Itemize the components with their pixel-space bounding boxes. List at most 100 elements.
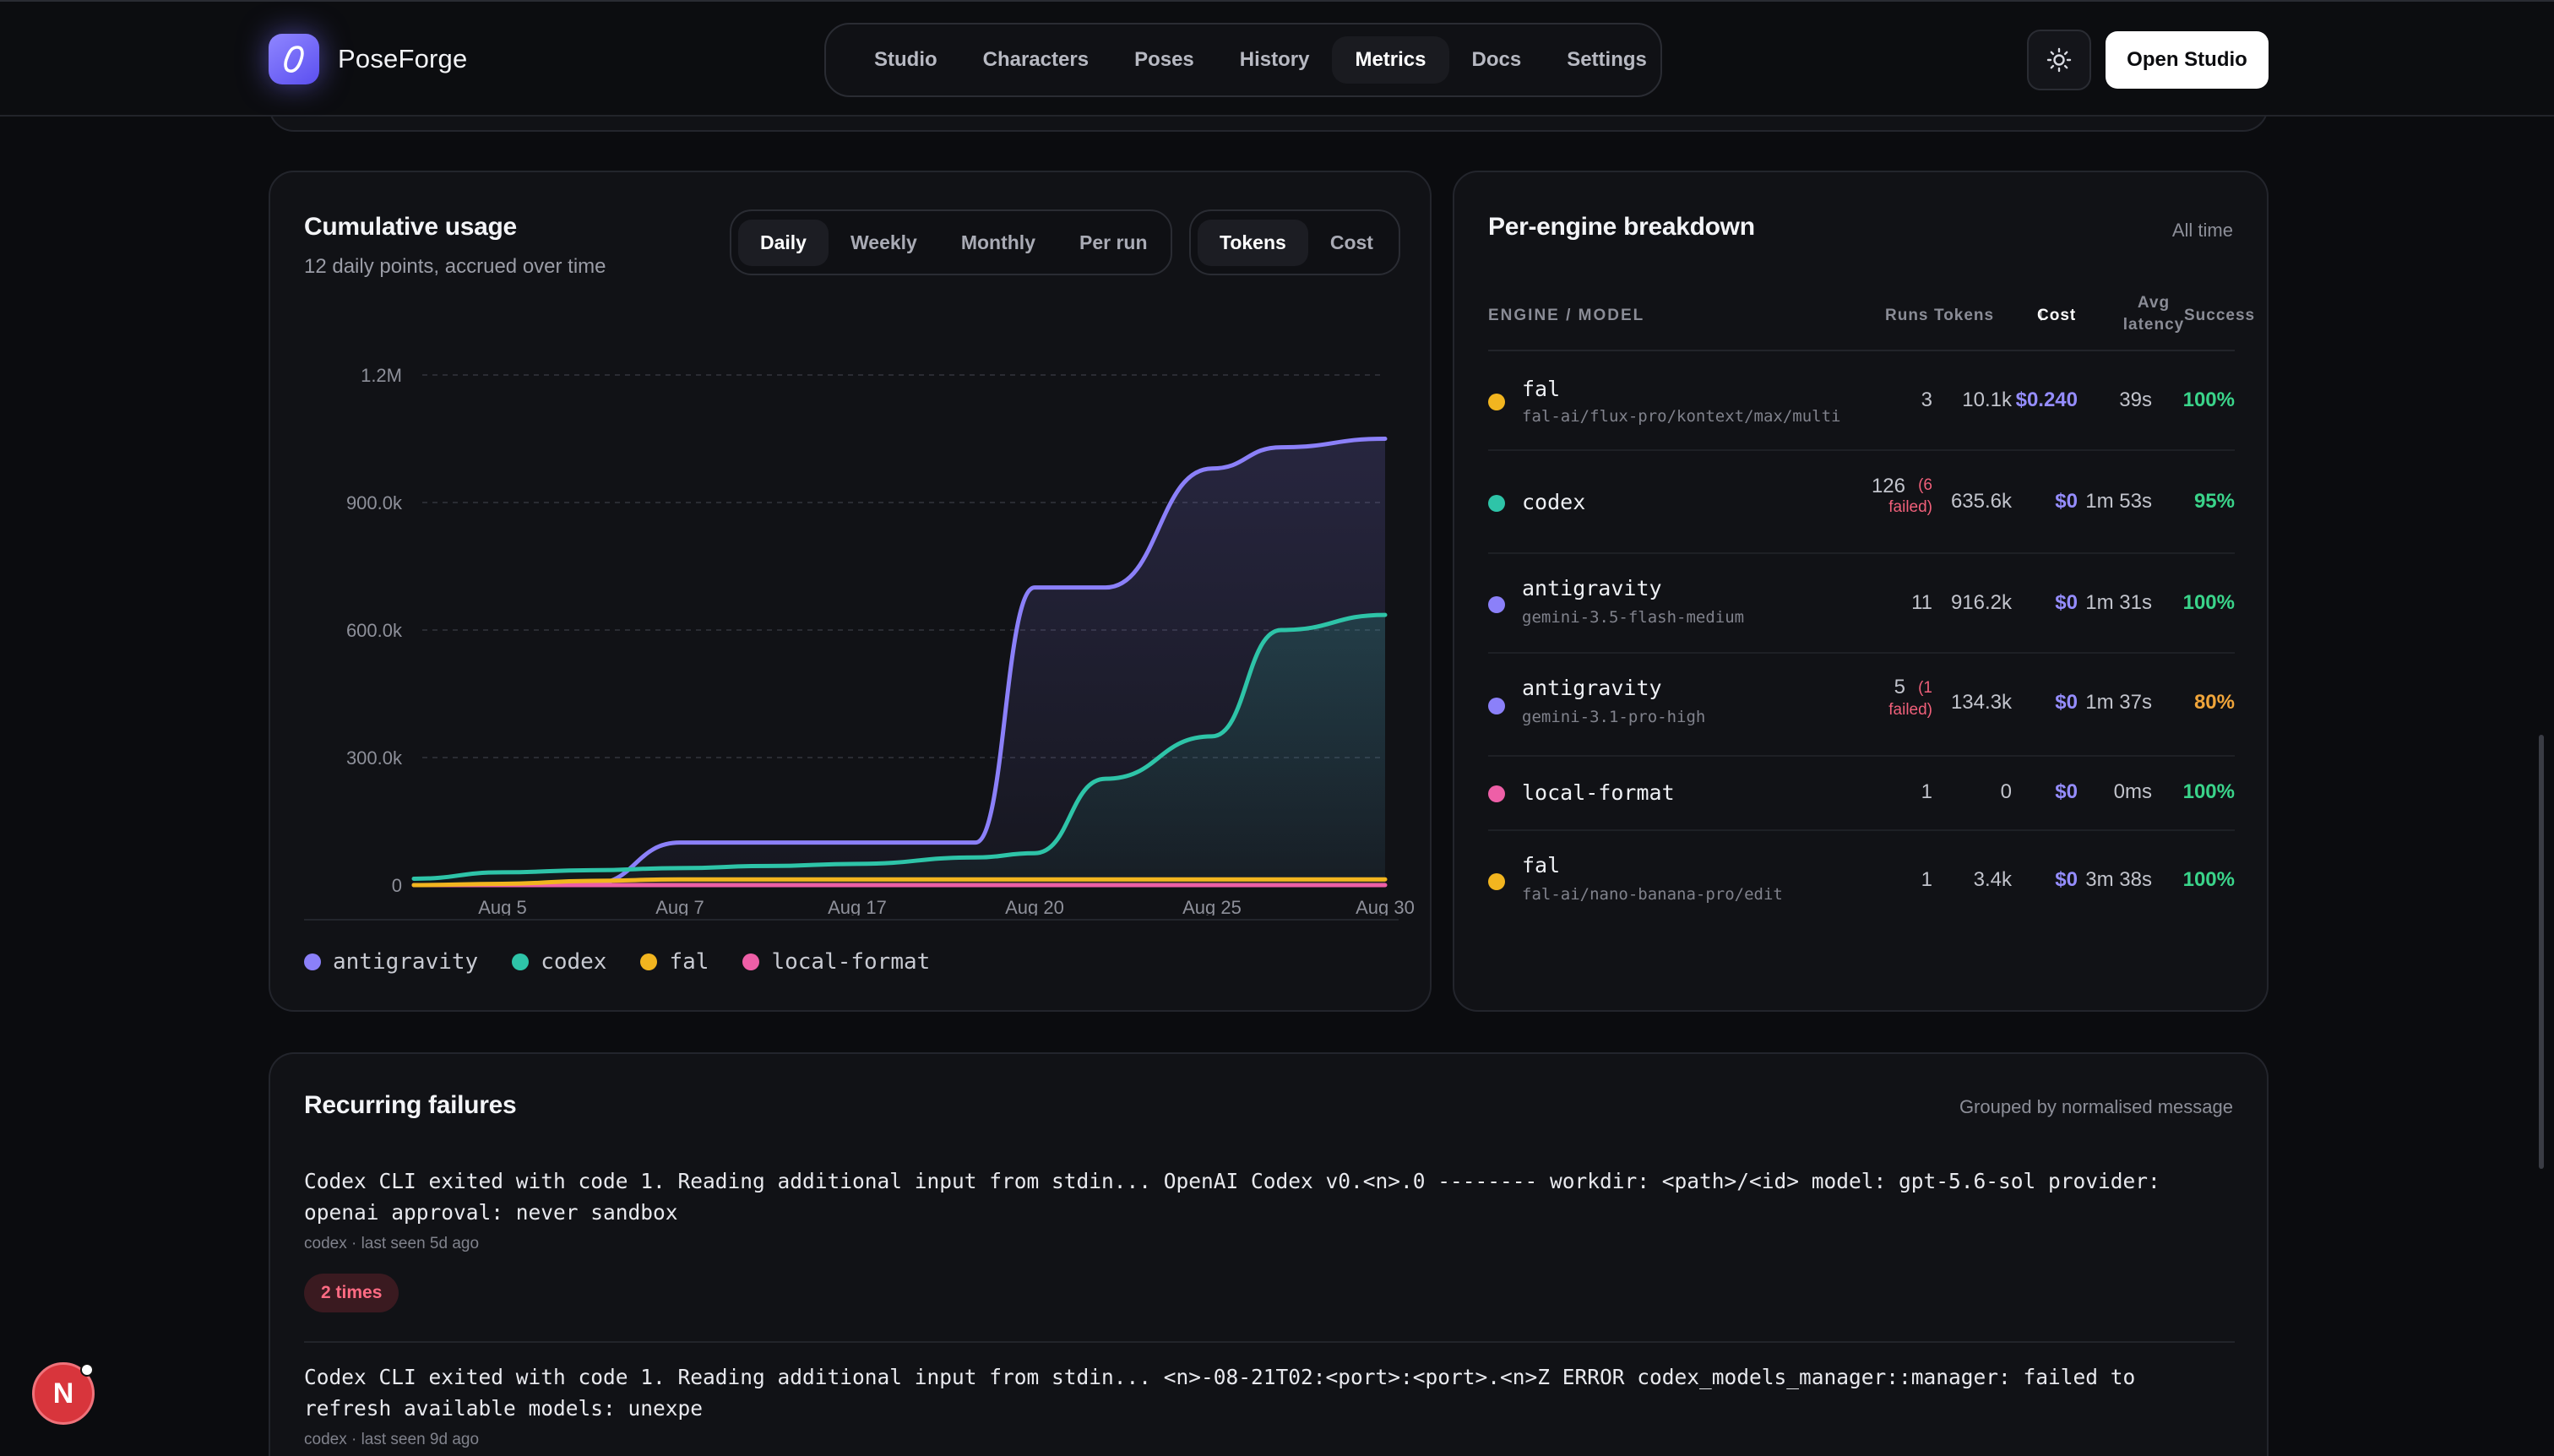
engine-dot-icon bbox=[1488, 596, 1505, 613]
col-tokens[interactable]: Tokens bbox=[1934, 307, 1995, 324]
engine-dot-icon bbox=[1488, 785, 1505, 802]
nav-studio[interactable]: Studio bbox=[874, 48, 937, 71]
failure-meta: codex · last seen 9d ago bbox=[304, 1431, 480, 1448]
tokens-value: 916.2k bbox=[1950, 591, 2012, 614]
chart-legend: antigravity codex fal local-format bbox=[304, 919, 1399, 975]
success-value: 100% bbox=[2182, 868, 2235, 891]
series-area-codex bbox=[414, 615, 1385, 885]
metric-cost-tab[interactable]: Cost bbox=[1329, 231, 1373, 253]
x-tick-label: Aug 7 bbox=[655, 897, 704, 915]
tokens-value: 10.1k bbox=[1962, 388, 2012, 411]
x-tick-label: Aug 30 bbox=[1356, 897, 1415, 915]
engine-name: antigravity bbox=[1522, 576, 1662, 600]
legend-dot-icon bbox=[512, 953, 530, 970]
legend-label: codex bbox=[541, 949, 607, 975]
engine-name: local-format bbox=[1522, 780, 1675, 805]
col-engine[interactable]: ENGINE / MODEL bbox=[1488, 307, 1645, 324]
range-toggle: Daily Weekly Monthly Per run bbox=[730, 209, 1172, 275]
cost-value: $0 bbox=[2055, 868, 2078, 891]
theme-toggle-button[interactable] bbox=[2027, 30, 2091, 90]
page-scrollbar[interactable] bbox=[2539, 735, 2544, 1169]
success-value: 100% bbox=[2182, 591, 2235, 614]
col-runs[interactable]: Runs bbox=[1885, 307, 1929, 324]
tokens-value: 134.3k bbox=[1950, 691, 2012, 714]
usage-title: Cumulative usage bbox=[304, 213, 517, 241]
range-monthly-tab[interactable]: Monthly bbox=[960, 231, 1035, 253]
metric-toggle: Tokens Cost bbox=[1189, 209, 1400, 275]
nav-history[interactable]: History bbox=[1239, 48, 1310, 71]
legend-codex[interactable]: codex bbox=[512, 949, 606, 975]
success-value: 100% bbox=[2182, 388, 2235, 411]
engine-model: fal-ai/flux-pro/kontext/max/multi bbox=[1522, 407, 1841, 426]
brand[interactable]: PoseForge bbox=[269, 34, 467, 84]
engine-name: codex bbox=[1522, 490, 1586, 514]
runs-value: 126 bbox=[1871, 475, 1905, 497]
engine-dot-icon bbox=[1488, 394, 1505, 410]
failure-item[interactable]: Codex CLI exited with code 1. Reading ad… bbox=[304, 1361, 2235, 1449]
success-value: 80% bbox=[2193, 691, 2235, 714]
x-tick-label: Aug 17 bbox=[828, 897, 887, 915]
col-latency[interactable]: Avg latency bbox=[2122, 294, 2185, 334]
legend-antigravity[interactable]: antigravity bbox=[304, 949, 478, 975]
x-tick-label: Aug 20 bbox=[1005, 897, 1064, 915]
nav-docs[interactable]: Docs bbox=[1471, 48, 1522, 71]
usage-subtitle: 12 daily points, accrued over time bbox=[304, 255, 606, 278]
breakdown-range-note: All time bbox=[2171, 220, 2233, 241]
series-line-fal bbox=[411, 877, 1388, 888]
runs-value: 1 bbox=[1921, 780, 1932, 803]
breakdown-row[interactable]: fal fal-ai/nano-banana-pro/edit 1 3.4k $… bbox=[1488, 831, 2235, 931]
nav-poses[interactable]: Poses bbox=[1134, 48, 1194, 71]
y-tick-label: 300.0k bbox=[346, 747, 403, 769]
failure-item[interactable]: Codex CLI exited with code 1. Reading ad… bbox=[304, 1165, 2235, 1312]
breakdown-row[interactable]: codex 126 (6 failed) 635.6k $0 1m 53s 95… bbox=[1488, 451, 2235, 554]
y-tick-label: 0 bbox=[392, 875, 402, 896]
runs-value: 5 bbox=[1894, 676, 1905, 698]
cost-value: $0 bbox=[2055, 780, 2078, 803]
col-cost-label: Cost bbox=[2037, 307, 2077, 324]
legend-fal[interactable]: fal bbox=[640, 949, 709, 975]
breakdown-header-row: ENGINE / MODEL Runs Tokens Cost ↓ Avg la… bbox=[1488, 280, 2254, 351]
range-weekly-tab[interactable]: Weekly bbox=[850, 231, 917, 253]
col-success[interactable]: Success bbox=[2184, 307, 2256, 324]
range-daily-tab[interactable]: Daily bbox=[738, 219, 829, 266]
failure-message: Codex CLI exited with code 1. Reading ad… bbox=[304, 1169, 2160, 1225]
engine-dot-icon bbox=[1488, 873, 1505, 890]
tokens-value: 0 bbox=[2000, 780, 2012, 803]
nav-settings[interactable]: Settings bbox=[1567, 48, 1647, 71]
app-logo-icon bbox=[269, 34, 319, 84]
legend-dot-icon bbox=[640, 953, 658, 970]
latency-value: 1m 37s bbox=[2085, 691, 2152, 714]
sort-desc-icon: ↓ bbox=[2037, 307, 2046, 324]
failure-count-badge: 2 times bbox=[304, 1274, 399, 1312]
tokens-value: 3.4k bbox=[1973, 868, 2012, 891]
legend-label: antigravity bbox=[333, 949, 479, 975]
failure-message: Codex CLI exited with code 1. Reading ad… bbox=[304, 1365, 2136, 1421]
notification-dot-icon bbox=[80, 1363, 94, 1377]
breakdown-row[interactable]: antigravity gemini-3.1-pro-high 5 (1 fai… bbox=[1488, 654, 2235, 757]
breakdown-row[interactable]: local-format 1 0 $0 0ms 100% bbox=[1488, 757, 2235, 831]
y-tick-label: 900.0k bbox=[346, 492, 403, 513]
open-studio-button[interactable]: Open Studio bbox=[2106, 31, 2269, 89]
breakdown-row[interactable]: antigravity gemini-3.5-flash-medium 11 9… bbox=[1488, 554, 2235, 654]
range-per-run-tab[interactable]: Per run bbox=[1079, 231, 1148, 253]
per-engine-breakdown-card: Per-engine breakdown All time ENGINE / M… bbox=[1453, 171, 2269, 1012]
cost-value: $0.240 bbox=[2015, 388, 2078, 411]
breakdown-row[interactable]: fal fal-ai/flux-pro/kontext/max/multi 3 … bbox=[1488, 351, 2235, 451]
legend-local-format[interactable]: local-format bbox=[742, 949, 930, 975]
metric-tokens-tab[interactable]: Tokens bbox=[1198, 219, 1308, 266]
breakdown-title: Per-engine breakdown bbox=[1488, 213, 1755, 241]
nav-characters[interactable]: Characters bbox=[982, 48, 1090, 71]
runs-value: 3 bbox=[1921, 388, 1932, 411]
latency-value: 1m 53s bbox=[2085, 490, 2152, 513]
sun-icon bbox=[2046, 47, 2072, 73]
latency-value: 1m 31s bbox=[2085, 591, 2152, 614]
y-tick-label: 600.0k bbox=[346, 620, 403, 641]
engine-model: fal-ai/nano-banana-pro/edit bbox=[1522, 885, 1783, 904]
failed-count: (6 failed) bbox=[1888, 476, 1932, 516]
tokens-value: 635.6k bbox=[1950, 490, 2012, 513]
usage-chart: 0 300.0k 600.0k 900.0k 1.2M Aug 5 Aug 7 Aug 17 A… bbox=[346, 365, 1415, 915]
nav-metrics[interactable]: Metrics bbox=[1332, 36, 1449, 84]
latency-value: 0ms bbox=[2113, 780, 2152, 803]
runs-value: 11 bbox=[1911, 591, 1932, 614]
failures-grouping-note: Grouped by normalised message bbox=[1959, 1096, 2233, 1117]
